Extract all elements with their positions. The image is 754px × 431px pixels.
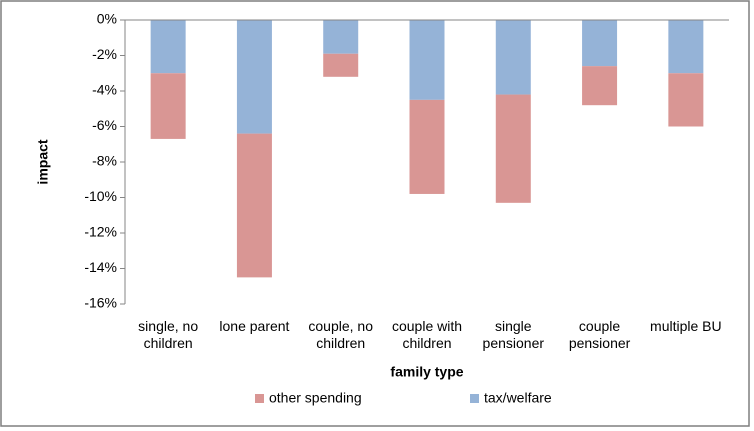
y-tick-label: -4%	[92, 82, 117, 98]
y-tick-label: -2%	[92, 46, 117, 62]
legend-label: tax/welfare	[484, 390, 552, 406]
bar-segment	[236, 20, 272, 134]
legend-swatch	[255, 394, 264, 403]
y-axis-title: impact	[35, 139, 51, 184]
x-tick-label: lone parent	[219, 318, 290, 334]
y-tick-label: -8%	[92, 153, 117, 169]
bar-segment	[150, 20, 186, 74]
bar-segment	[150, 73, 186, 139]
legend-swatch	[470, 394, 479, 403]
bar-segment	[323, 20, 359, 54]
y-tick-label: -6%	[92, 117, 117, 133]
x-axis-title: family type	[390, 364, 463, 380]
bar-segment	[409, 99, 445, 194]
bar-segment	[582, 20, 618, 67]
x-tick-label: multiple BU	[650, 318, 722, 334]
bar-segment	[236, 133, 272, 278]
bar-segment	[668, 20, 704, 74]
y-tick-label: -12%	[84, 224, 117, 240]
bar-segment	[409, 20, 445, 100]
y-tick-label: -14%	[84, 259, 117, 275]
bar-segment	[668, 73, 704, 127]
x-tick-label: single, no children	[138, 318, 199, 351]
y-tick-label: -10%	[84, 188, 117, 204]
x-tick-label: couple, no children	[308, 318, 373, 351]
bar-segment	[582, 66, 618, 106]
x-tick-label: couple with children	[391, 318, 463, 351]
bar-segment	[495, 20, 531, 95]
bar-segment	[495, 94, 531, 203]
y-tick-label: -16%	[84, 295, 117, 311]
y-tick-label: 0%	[97, 11, 117, 27]
legend-label: other spending	[269, 390, 362, 406]
x-tick-label: single pensioner	[482, 318, 545, 351]
bar-segment	[323, 53, 359, 77]
x-tick-label: couple pensioner	[568, 318, 631, 351]
